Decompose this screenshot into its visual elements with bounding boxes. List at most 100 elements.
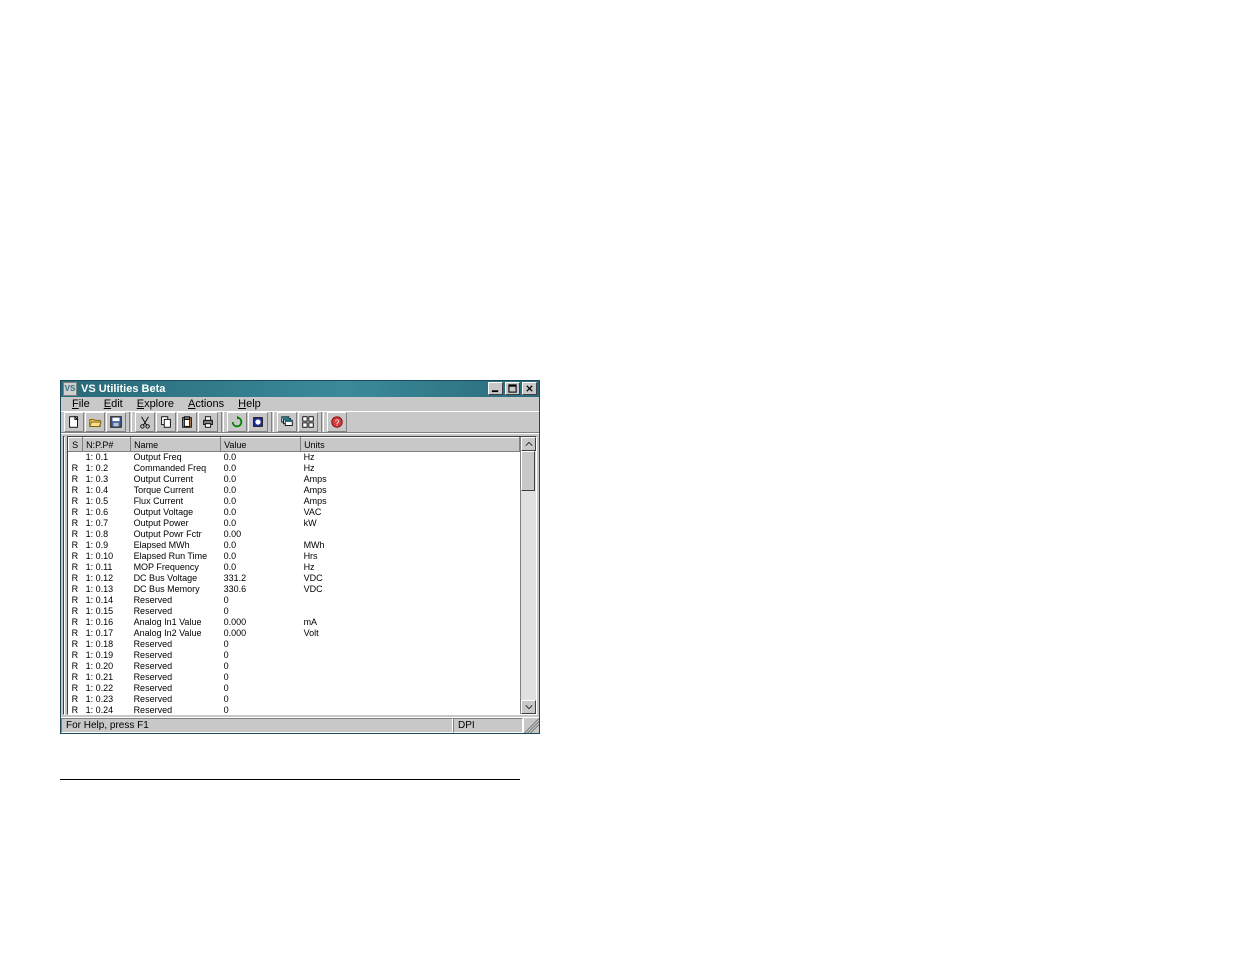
col-header-flag[interactable]: S: [69, 438, 83, 452]
toolbar-group: ?: [326, 412, 348, 432]
col-header-units[interactable]: Units: [301, 438, 520, 452]
cell-name: Reserved: [131, 705, 221, 714]
resize-grip[interactable]: [523, 718, 539, 733]
table-row[interactable]: R1: 0.23Reserved0: [69, 694, 520, 705]
paste-button[interactable]: [177, 412, 197, 432]
close-button[interactable]: [522, 382, 537, 395]
menu-edit[interactable]: Edit: [97, 397, 130, 411]
col-header-value[interactable]: Value: [221, 438, 301, 452]
copy-button[interactable]: [156, 412, 176, 432]
cell-flag: R: [69, 617, 83, 628]
cell-npp: 1: 0.19: [83, 650, 131, 661]
cell-npp: 1: 0.13: [83, 584, 131, 595]
menubar: FileEditExploreActionsHelp: [61, 397, 539, 413]
table-row[interactable]: R1: 0.5Flux Current0.0Amps: [69, 496, 520, 507]
cell-flag: R: [69, 628, 83, 639]
table-row[interactable]: R1: 0.3Output Current0.0Amps: [69, 474, 520, 485]
open-icon: [88, 415, 102, 429]
refresh-button[interactable]: [227, 412, 247, 432]
table-row[interactable]: R1: 0.18Reserved0: [69, 639, 520, 650]
toolbar-separator: [271, 412, 274, 432]
col-header-npp[interactable]: N:P.P#: [83, 438, 131, 452]
cell-flag: R: [69, 639, 83, 650]
table-row[interactable]: R1: 0.17Analog In2 Value0.000Volt: [69, 628, 520, 639]
cell-units: Volt: [301, 628, 520, 639]
grid-pane: S N:P.P# Name Value Units 1: 0.1Output F…: [67, 436, 537, 715]
help-button[interactable]: ?: [327, 412, 347, 432]
cell-flag: R: [69, 672, 83, 683]
maximize-button[interactable]: [505, 382, 520, 395]
table-row[interactable]: R1: 0.10Elapsed Run Time0.0Hrs: [69, 551, 520, 562]
stop-button[interactable]: [248, 412, 268, 432]
cascade-button[interactable]: [277, 412, 297, 432]
table-row[interactable]: R1: 0.2Commanded Freq0.0Hz: [69, 463, 520, 474]
cell-flag: R: [69, 661, 83, 672]
table-body: 1: 0.1Output Freq0.0HzR1: 0.2Commanded F…: [69, 452, 520, 714]
open-button[interactable]: [85, 412, 105, 432]
cell-units: [301, 661, 520, 672]
table-row[interactable]: R1: 0.20Reserved0: [69, 661, 520, 672]
menu-file[interactable]: File: [65, 397, 97, 411]
cell-name: Elapsed MWh: [131, 540, 221, 551]
table-row[interactable]: R1: 0.19Reserved0: [69, 650, 520, 661]
cell-units: [301, 650, 520, 661]
table-row[interactable]: R1: 0.4Torque Current0.0Amps: [69, 485, 520, 496]
cell-npp: 1: 0.20: [83, 661, 131, 672]
cell-units: Hrs: [301, 551, 520, 562]
cell-name: Reserved: [131, 650, 221, 661]
scroll-left-button[interactable]: [64, 700, 65, 714]
cell-value: 0: [221, 705, 301, 714]
tile-button[interactable]: [298, 412, 318, 432]
parameter-table: S N:P.P# Name Value Units 1: 0.1Output F…: [68, 437, 520, 714]
cell-npp: 1: 0.22: [83, 683, 131, 694]
cell-npp: 1: 0.3: [83, 474, 131, 485]
cell-name: Reserved: [131, 683, 221, 694]
new-button[interactable]: [64, 412, 84, 432]
scroll-down-button[interactable]: [521, 700, 536, 714]
table-row[interactable]: 1: 0.1Output Freq0.0Hz: [69, 452, 520, 463]
toolbar-group: [134, 412, 219, 432]
grid-v-scrollbar[interactable]: [520, 437, 536, 714]
scroll-up-button[interactable]: [521, 437, 536, 451]
menu-explore[interactable]: Explore: [130, 397, 181, 411]
cell-npp: 1: 0.4: [83, 485, 131, 496]
table-row[interactable]: R1: 0.12DC Bus Voltage331.2VDC: [69, 573, 520, 584]
cell-npp: 1: 0.15: [83, 606, 131, 617]
cut-button[interactable]: [135, 412, 155, 432]
cell-name: Analog In1 Value: [131, 617, 221, 628]
table-row[interactable]: R1: 0.6Output Voltage0.0VAC: [69, 507, 520, 518]
table-row[interactable]: R1: 0.9Elapsed MWh0.0MWh: [69, 540, 520, 551]
cell-units: [301, 694, 520, 705]
table-row[interactable]: R1: 0.24Reserved0: [69, 705, 520, 714]
scroll-thumb[interactable]: [521, 451, 535, 491]
cell-name: DC Bus Voltage: [131, 573, 221, 584]
cell-units: VAC: [301, 507, 520, 518]
print-button[interactable]: [198, 412, 218, 432]
table-row[interactable]: R1: 0.13DC Bus Memory330.6VDC: [69, 584, 520, 595]
table-row[interactable]: R1: 0.7Output Power0.0kW: [69, 518, 520, 529]
cell-name: Output Powr Fctr: [131, 529, 221, 540]
menu-help[interactable]: Help: [231, 397, 268, 411]
statusbar: For Help, press F1 DPI: [61, 717, 539, 733]
toolbar-separator: [221, 412, 224, 432]
menu-actions[interactable]: Actions: [181, 397, 231, 411]
col-header-name[interactable]: Name: [131, 438, 221, 452]
table-row[interactable]: R1: 0.15Reserved0: [69, 606, 520, 617]
table-row[interactable]: R1: 0.22Reserved0: [69, 683, 520, 694]
cell-npp: 1: 0.2: [83, 463, 131, 474]
table-row[interactable]: R1: 0.21Reserved0: [69, 672, 520, 683]
titlebar[interactable]: VS VS Utilities Beta: [61, 381, 539, 397]
table-row[interactable]: R1: 0.14Reserved0: [69, 595, 520, 606]
table-row[interactable]: R1: 0.11MOP Frequency0.0Hz: [69, 562, 520, 573]
table-row[interactable]: R1: 0.16Analog In1 Value0.000mA: [69, 617, 520, 628]
cell-npp: 1: 0.10: [83, 551, 131, 562]
scroll-track[interactable]: [521, 451, 536, 700]
cell-npp: 1: 0.8: [83, 529, 131, 540]
minimize-button[interactable]: [488, 382, 503, 395]
cell-name: Elapsed Run Time: [131, 551, 221, 562]
cell-name: Output Freq: [131, 452, 221, 463]
table-row[interactable]: R1: 0.8Output Powr Fctr0.00: [69, 529, 520, 540]
save-button[interactable]: [106, 412, 126, 432]
cell-value: 0: [221, 650, 301, 661]
cell-name: Reserved: [131, 672, 221, 683]
